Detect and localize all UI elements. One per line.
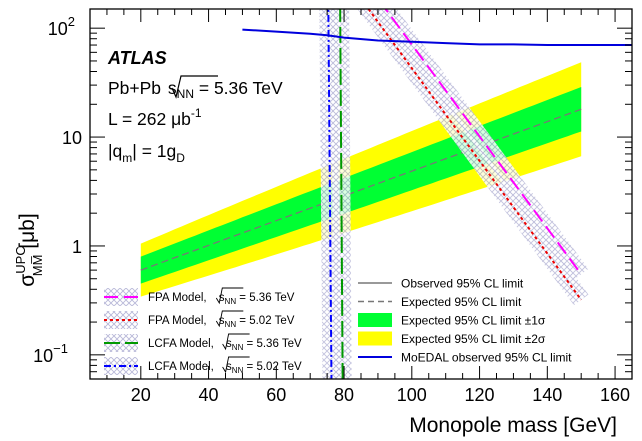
legend-limits: Observed 95% CL limit Expected 95% CL lim… (358, 277, 572, 365)
legend-band2-swatch (358, 331, 392, 346)
legend-model-swatch (104, 334, 138, 352)
model-line-fpa-502tev (367, 9, 582, 301)
model-line-lcfa-536tev (339, 9, 344, 379)
legend-model-label: FPA Model, sNN = 5.36 TeV (148, 292, 295, 306)
y-tick-label: 1 (72, 237, 82, 257)
legend-model-label: LCFA Model, sNN = 5.36 TeV (148, 338, 302, 352)
x-tick-label: 80 (334, 385, 354, 405)
x-tick-label: 120 (465, 385, 495, 405)
plot-area (140, 9, 632, 379)
x-tick-label: 60 (266, 385, 286, 405)
x-tick-label: 100 (397, 385, 427, 405)
y-tick-label: 10 (62, 128, 82, 148)
legend-model-label: LCFA Model, sNN = 5.02 TeV (148, 361, 302, 375)
legend-models: FPA Model, sNN = 5.36 TeV FPA Model, sNN … (104, 287, 302, 375)
sqrt-symbol (171, 75, 218, 99)
legend-limit-label: Observed 95% CL limit (401, 277, 524, 291)
x-tick-label: 40 (199, 385, 219, 405)
y-tick-label: 10−1 (33, 341, 68, 366)
x-tick-label: 160 (600, 385, 630, 405)
legend-model-swatch (104, 288, 138, 306)
moedal-line (242, 28, 632, 46)
model-band-lcfa-502tev (319, 9, 341, 379)
y-axis-title: σUPC MM̅ [μb] (13, 213, 45, 286)
legend-model-label: FPA Model, sNN = 5.02 TeV (148, 315, 295, 329)
atlas-label: ATLAS (107, 48, 167, 68)
luminosity-label: L = 262 μb-1 (108, 106, 202, 129)
legend-model-swatch (104, 311, 138, 329)
legend-limit-label: Expected 95% CL limit ±2σ (401, 332, 546, 346)
legend-limit-label: Expected 95% CL limit ±1σ (401, 314, 546, 328)
axes: 20 40 60 80 100 120 140 160 102 10 1 10−1 (33, 8, 633, 405)
model-band-fpa-502tev (357, 9, 589, 306)
legend-sqrt-symbol (215, 310, 244, 328)
legend-band1-swatch (358, 313, 392, 327)
plot-clip-group (140, 9, 632, 379)
legend-sqrt-symbol (215, 287, 244, 305)
legend-sqrt-symbol (222, 356, 250, 374)
charge-label: |qm| = 1gD (108, 141, 185, 165)
legend-limit-label: Expected 95% CL limit (401, 295, 522, 309)
collision-system-label: Pb+Pb sNN = 5.36 TeV (108, 78, 283, 101)
legend-sqrt-symbol (222, 333, 250, 351)
y-tick-label: 102 (48, 14, 75, 39)
x-tick-label: 20 (131, 385, 151, 405)
legend-limit-label: MoEDAL observed 95% CL limit (401, 351, 572, 365)
x-axis-title: Monopole mass [GeV] (409, 414, 617, 437)
model-line-lcfa-502tev (327, 9, 333, 379)
x-tick-label: 140 (532, 385, 562, 405)
expected-limit-line (140, 108, 582, 271)
